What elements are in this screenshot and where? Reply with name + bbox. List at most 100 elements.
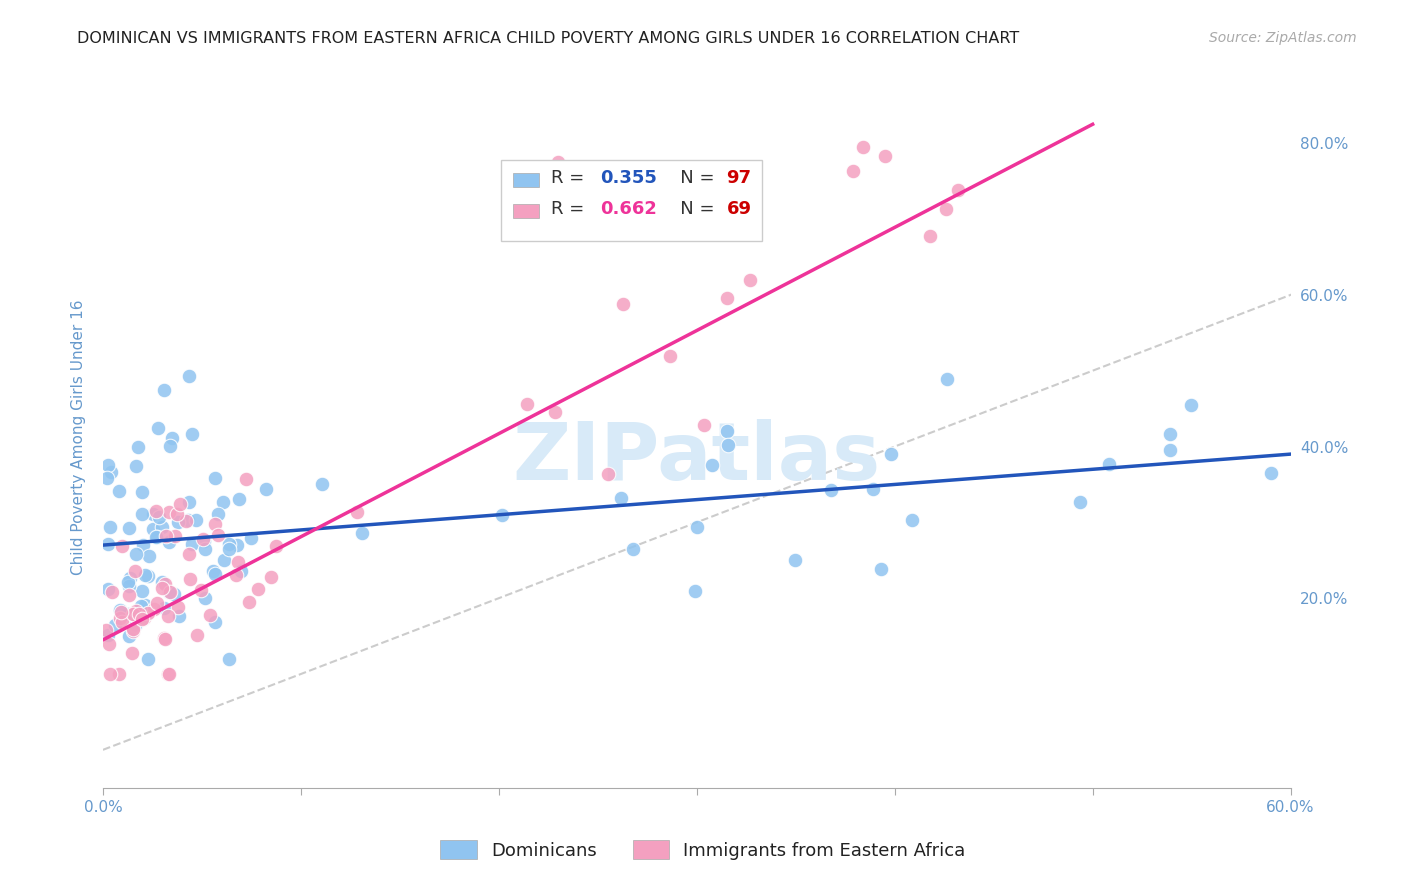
Point <box>146 596 169 610</box>
Point <box>166 508 188 522</box>
Legend: Dominicans, Immigrants from Eastern Africa: Dominicans, Immigrants from Eastern Afri… <box>433 833 973 867</box>
Point <box>264 539 287 553</box>
Point <box>152 575 174 590</box>
Point <box>235 472 257 486</box>
Point <box>142 522 165 536</box>
Point <box>121 607 143 621</box>
Point <box>98 667 121 681</box>
Point <box>111 539 134 553</box>
Point <box>157 505 180 519</box>
Point <box>110 605 132 619</box>
Point <box>107 483 129 498</box>
Point <box>785 552 807 566</box>
FancyBboxPatch shape <box>513 203 538 218</box>
Point <box>852 140 875 154</box>
FancyBboxPatch shape <box>501 160 762 241</box>
Point <box>125 604 148 618</box>
Point <box>346 505 368 519</box>
Point <box>204 471 226 485</box>
Point <box>128 607 150 622</box>
Point <box>117 575 139 590</box>
Point <box>146 421 169 435</box>
Point <box>621 542 644 557</box>
Point <box>124 547 146 561</box>
Point <box>873 149 896 163</box>
Point <box>935 202 957 217</box>
Point <box>160 432 183 446</box>
Point <box>228 491 250 506</box>
Point <box>100 465 122 479</box>
Text: N =: N = <box>664 169 721 187</box>
Point <box>177 368 200 383</box>
Point <box>167 608 190 623</box>
Point <box>181 537 204 551</box>
Point <box>150 520 173 534</box>
Point <box>658 349 681 363</box>
Point <box>610 491 633 506</box>
Point <box>97 628 120 642</box>
Point <box>153 576 176 591</box>
Point <box>191 532 214 546</box>
Point <box>179 547 201 561</box>
Point <box>870 561 893 575</box>
Point <box>142 508 165 522</box>
Point <box>131 507 153 521</box>
Point <box>740 273 762 287</box>
Point <box>193 534 215 549</box>
Point <box>111 615 134 630</box>
Point <box>110 610 132 624</box>
Point <box>108 603 131 617</box>
Point <box>125 458 148 473</box>
Point <box>174 514 197 528</box>
Point <box>238 595 260 609</box>
Point <box>98 637 121 651</box>
Point <box>716 424 738 438</box>
Text: N =: N = <box>664 200 721 219</box>
Point <box>204 517 226 532</box>
FancyBboxPatch shape <box>513 173 538 186</box>
Point <box>124 565 146 579</box>
Point <box>132 612 155 626</box>
Point <box>229 564 252 578</box>
Point <box>207 507 229 521</box>
Point <box>311 477 333 491</box>
Point <box>131 484 153 499</box>
Point <box>165 529 187 543</box>
Point <box>117 630 139 644</box>
Point <box>159 439 181 453</box>
Text: R =: R = <box>551 200 589 219</box>
Point <box>167 600 190 615</box>
Point <box>547 155 569 169</box>
Point <box>683 583 706 598</box>
Point <box>516 397 538 411</box>
Point <box>717 437 740 451</box>
Point <box>204 615 226 629</box>
Point <box>1159 443 1181 458</box>
Point <box>1159 426 1181 441</box>
Point <box>240 532 263 546</box>
Point <box>122 622 145 636</box>
Point <box>177 513 200 527</box>
Point <box>153 384 176 398</box>
Point <box>134 598 156 612</box>
Point <box>97 582 120 597</box>
Point <box>226 555 249 569</box>
Point <box>186 513 208 527</box>
Point <box>880 447 903 461</box>
Point <box>169 497 191 511</box>
Point <box>136 569 159 583</box>
Point <box>212 553 235 567</box>
Point <box>596 467 619 481</box>
Point <box>820 483 842 498</box>
Point <box>131 538 153 552</box>
Point <box>120 571 142 585</box>
Point <box>155 529 177 543</box>
Point <box>260 570 283 584</box>
Point <box>96 471 118 485</box>
Point <box>177 495 200 509</box>
Point <box>138 549 160 564</box>
Point <box>146 530 169 544</box>
Point <box>97 537 120 551</box>
Point <box>131 584 153 599</box>
Point <box>544 405 567 419</box>
